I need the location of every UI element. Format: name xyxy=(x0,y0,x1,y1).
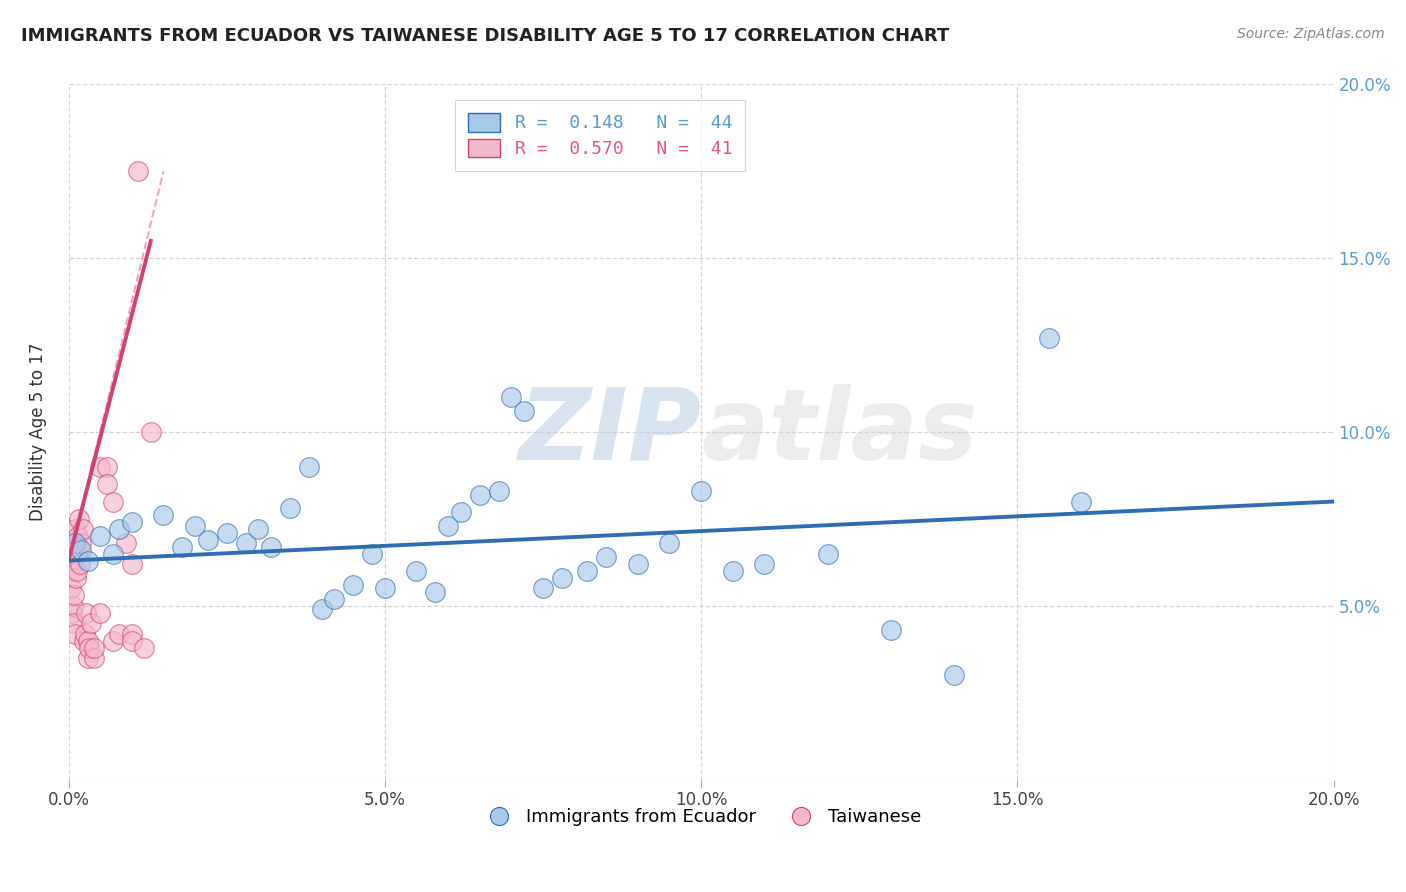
Point xyxy=(690,484,713,499)
Point xyxy=(63,626,86,640)
Point xyxy=(501,390,523,404)
Point xyxy=(551,571,574,585)
Point xyxy=(65,571,87,585)
Point xyxy=(374,582,396,596)
Point xyxy=(172,540,194,554)
Point xyxy=(108,626,131,640)
Point xyxy=(60,582,83,596)
Point xyxy=(60,536,83,550)
Point xyxy=(658,536,681,550)
Point xyxy=(260,540,283,554)
Point xyxy=(80,616,103,631)
Point xyxy=(101,547,124,561)
Point xyxy=(405,564,427,578)
Point xyxy=(139,425,162,439)
Point xyxy=(62,599,84,613)
Text: atlas: atlas xyxy=(702,384,977,481)
Point xyxy=(184,519,207,533)
Point xyxy=(121,626,143,640)
Point xyxy=(70,543,93,558)
Point xyxy=(89,459,111,474)
Legend: Immigrants from Ecuador, Taiwanese: Immigrants from Ecuador, Taiwanese xyxy=(474,801,928,833)
Point xyxy=(69,557,91,571)
Point xyxy=(215,525,238,540)
Point xyxy=(152,508,174,523)
Point xyxy=(323,591,346,606)
Point xyxy=(63,522,86,536)
Point xyxy=(89,529,111,543)
Point xyxy=(67,529,90,543)
Point xyxy=(342,578,364,592)
Point xyxy=(247,522,270,536)
Point xyxy=(298,459,321,474)
Point xyxy=(468,487,491,501)
Point xyxy=(134,640,156,655)
Point xyxy=(73,626,96,640)
Point xyxy=(83,651,105,665)
Point xyxy=(311,602,333,616)
Point xyxy=(721,564,744,578)
Point xyxy=(488,484,510,499)
Point xyxy=(595,550,617,565)
Point xyxy=(73,633,96,648)
Y-axis label: Disability Age 5 to 17: Disability Age 5 to 17 xyxy=(30,343,46,521)
Point xyxy=(425,585,447,599)
Point xyxy=(59,564,82,578)
Point xyxy=(66,547,89,561)
Point xyxy=(77,640,100,655)
Point xyxy=(67,512,90,526)
Point xyxy=(121,633,143,648)
Point xyxy=(576,564,599,578)
Point xyxy=(76,633,98,648)
Point xyxy=(1070,494,1092,508)
Point xyxy=(62,588,84,602)
Point xyxy=(513,404,536,418)
Point xyxy=(450,505,472,519)
Point xyxy=(197,533,219,547)
Point xyxy=(880,623,903,637)
Point xyxy=(70,536,93,550)
Point xyxy=(66,564,89,578)
Point xyxy=(101,494,124,508)
Point xyxy=(83,640,105,655)
Text: IMMIGRANTS FROM ECUADOR VS TAIWANESE DISABILITY AGE 5 TO 17 CORRELATION CHART: IMMIGRANTS FROM ECUADOR VS TAIWANESE DIS… xyxy=(21,27,949,45)
Point xyxy=(121,516,143,530)
Point xyxy=(76,651,98,665)
Point xyxy=(60,606,83,620)
Point xyxy=(96,477,118,491)
Point xyxy=(627,557,650,571)
Point xyxy=(817,547,839,561)
Point xyxy=(75,606,97,620)
Point xyxy=(76,554,98,568)
Point xyxy=(235,536,257,550)
Point xyxy=(63,536,86,550)
Point xyxy=(278,501,301,516)
Point xyxy=(89,606,111,620)
Point xyxy=(754,557,776,571)
Point xyxy=(127,164,149,178)
Point xyxy=(63,616,86,631)
Point xyxy=(531,582,554,596)
Point xyxy=(59,554,82,568)
Point xyxy=(1038,331,1060,345)
Point xyxy=(108,522,131,536)
Point xyxy=(943,668,966,682)
Point xyxy=(361,547,384,561)
Point xyxy=(96,459,118,474)
Point xyxy=(437,519,460,533)
Point xyxy=(101,633,124,648)
Text: ZIP: ZIP xyxy=(519,384,702,481)
Text: Source: ZipAtlas.com: Source: ZipAtlas.com xyxy=(1237,27,1385,41)
Point xyxy=(121,557,143,571)
Point xyxy=(72,522,94,536)
Point xyxy=(114,536,136,550)
